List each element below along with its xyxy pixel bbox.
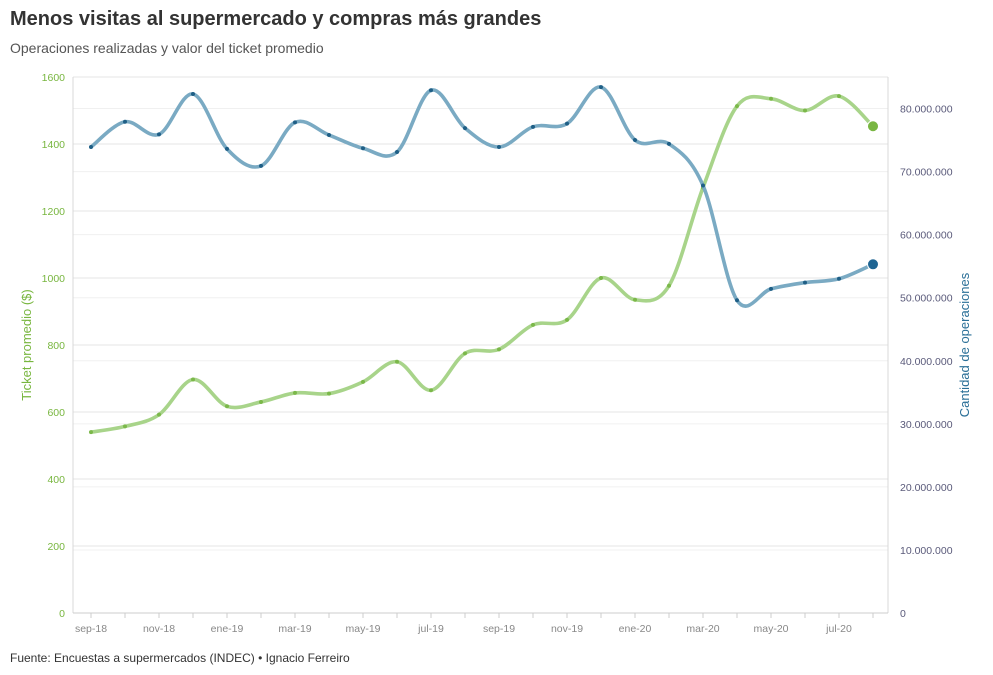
y-axis-right-title: Cantidad de operaciones bbox=[957, 272, 972, 417]
x-tick-label: ene-20 bbox=[619, 623, 652, 635]
data-point-cantidad-operaciones bbox=[837, 276, 841, 281]
data-point-cantidad-operaciones bbox=[867, 258, 879, 271]
data-point-cantidad-operaciones bbox=[599, 85, 603, 90]
data-point-cantidad-operaciones bbox=[157, 132, 161, 137]
data-point-cantidad-operaciones bbox=[803, 280, 807, 285]
y-left-tick-label: 1200 bbox=[42, 206, 66, 218]
data-point-cantidad-operaciones bbox=[191, 92, 195, 97]
data-point-ticket-promedio bbox=[803, 108, 807, 113]
data-point-ticket-promedio bbox=[259, 399, 263, 404]
data-point-ticket-promedio bbox=[769, 96, 773, 101]
x-tick-label: nov-19 bbox=[551, 623, 583, 635]
data-point-cantidad-operaciones bbox=[429, 88, 433, 93]
data-point-ticket-promedio bbox=[599, 276, 603, 280]
data-point-ticket-promedio bbox=[225, 404, 229, 409]
data-point-cantidad-operaciones bbox=[565, 121, 569, 126]
data-point-cantidad-operaciones bbox=[463, 126, 467, 131]
y-right-tick-label: 70.000.000 bbox=[900, 167, 953, 179]
data-point-ticket-promedio bbox=[395, 359, 399, 364]
data-point-cantidad-operaciones bbox=[531, 124, 535, 129]
y-right-tick-label: 10.000.000 bbox=[900, 545, 953, 557]
data-point-ticket-promedio bbox=[191, 377, 195, 382]
data-point-cantidad-operaciones bbox=[259, 163, 263, 168]
x-tick-label: sep-18 bbox=[75, 623, 107, 635]
data-point-cantidad-operaciones bbox=[497, 144, 501, 149]
data-point-cantidad-operaciones bbox=[769, 286, 773, 291]
data-point-ticket-promedio bbox=[327, 391, 331, 396]
chart-title: Menos visitas al supermercado y compras … bbox=[10, 8, 542, 30]
data-point-ticket-promedio bbox=[123, 424, 127, 429]
data-point-ticket-promedio bbox=[633, 297, 637, 302]
x-tick-label: may-20 bbox=[753, 623, 788, 635]
y-left-tick-label: 1400 bbox=[42, 139, 66, 151]
data-point-cantidad-operaciones bbox=[633, 138, 637, 143]
data-point-ticket-promedio bbox=[463, 351, 467, 356]
data-point-cantidad-operaciones bbox=[361, 146, 365, 151]
y-axis-left-title: Ticket promedio ($) bbox=[19, 289, 34, 401]
data-point-ticket-promedio bbox=[667, 283, 671, 288]
y-left-tick-label: 600 bbox=[47, 407, 65, 419]
data-point-ticket-promedio bbox=[531, 322, 535, 327]
data-point-cantidad-operaciones bbox=[327, 133, 331, 138]
data-point-cantidad-operaciones bbox=[395, 150, 399, 155]
data-point-ticket-promedio bbox=[429, 388, 433, 393]
chart-subtitle: Operaciones realizadas y valor del ticke… bbox=[10, 40, 324, 56]
x-tick-label: jul-20 bbox=[825, 623, 852, 635]
y-left-tick-label: 1600 bbox=[42, 72, 66, 84]
x-tick-label: nov-18 bbox=[143, 623, 175, 635]
data-point-cantidad-operaciones bbox=[123, 119, 127, 124]
data-point-ticket-promedio bbox=[157, 412, 161, 417]
y-right-tick-label: 30.000.000 bbox=[900, 419, 953, 431]
data-point-ticket-promedio bbox=[89, 430, 93, 435]
data-point-ticket-promedio bbox=[497, 347, 501, 352]
data-point-cantidad-operaciones bbox=[293, 120, 297, 125]
data-point-ticket-promedio bbox=[735, 104, 739, 109]
data-point-ticket-promedio bbox=[867, 120, 879, 133]
data-point-ticket-promedio bbox=[565, 317, 569, 322]
data-point-cantidad-operaciones bbox=[89, 144, 93, 149]
data-point-ticket-promedio bbox=[837, 94, 841, 99]
y-right-tick-label: 0 bbox=[900, 608, 906, 620]
y-right-tick-label: 20.000.000 bbox=[900, 482, 953, 494]
data-point-cantidad-operaciones bbox=[667, 141, 671, 146]
y-left-tick-label: 200 bbox=[47, 541, 65, 553]
y-right-tick-label: 40.000.000 bbox=[900, 356, 953, 368]
y-left-tick-label: 400 bbox=[47, 474, 65, 486]
x-tick-label: may-19 bbox=[345, 623, 380, 635]
y-left-tick-label: 1000 bbox=[42, 273, 66, 285]
dual-axis-line-chart: 0 200 400 600 800 1000 1200 1400 1600 0 10.000.000… bbox=[19, 72, 972, 635]
x-tick-label: sep-19 bbox=[483, 623, 515, 635]
x-tick-label: ene-19 bbox=[211, 623, 244, 635]
data-point-cantidad-operaciones bbox=[225, 146, 229, 151]
data-point-cantidad-operaciones bbox=[701, 183, 705, 188]
data-point-cantidad-operaciones bbox=[735, 298, 739, 303]
source-footer: Fuente: Encuestas a supermercados (INDEC… bbox=[10, 651, 350, 665]
series-line-cantidad-operaciones bbox=[89, 85, 875, 308]
y-right-tick-label: 50.000.000 bbox=[900, 293, 953, 305]
series-line-ticket-promedio bbox=[89, 94, 875, 434]
data-point-ticket-promedio bbox=[361, 379, 365, 384]
y-right-tick-label: 80.000.000 bbox=[900, 104, 953, 116]
y-left-tick-label: 800 bbox=[47, 340, 65, 352]
x-tick-label: mar-19 bbox=[278, 623, 311, 635]
x-tick-label: jul-19 bbox=[417, 623, 444, 635]
y-left-tick-label: 0 bbox=[59, 608, 65, 620]
y-right-tick-label: 60.000.000 bbox=[900, 230, 953, 242]
x-tick-label: mar-20 bbox=[686, 623, 719, 635]
data-point-ticket-promedio bbox=[293, 390, 297, 395]
